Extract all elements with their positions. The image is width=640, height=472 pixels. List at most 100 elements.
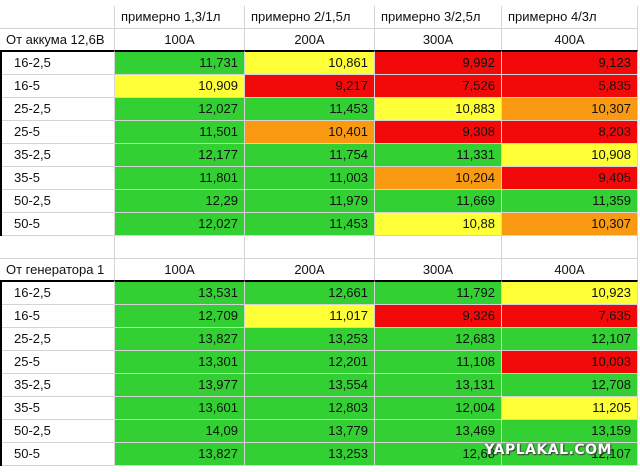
current-header[interactable]: 200А	[245, 29, 375, 52]
value-cell[interactable]: 11,331	[375, 144, 502, 167]
value-cell[interactable]: 12,107	[502, 328, 638, 351]
value-cell[interactable]: 11,003	[245, 167, 375, 190]
value-cell[interactable]: 12,708	[502, 374, 638, 397]
row-label[interactable]: 16-5	[0, 75, 115, 98]
column-header[interactable]: примерно 1,3/1л	[115, 6, 245, 29]
current-header[interactable]: 100А	[115, 29, 245, 52]
value-cell[interactable]: 9,405	[502, 167, 638, 190]
table2-title[interactable]: От генератора 1	[0, 259, 115, 282]
empty-cell[interactable]	[375, 236, 502, 259]
value-cell[interactable]: 13,301	[115, 351, 245, 374]
value-cell[interactable]: 5,835	[502, 75, 638, 98]
empty-cell[interactable]	[115, 236, 245, 259]
value-cell[interactable]: 13,601	[115, 397, 245, 420]
current-header[interactable]: 300А	[375, 29, 502, 52]
value-cell[interactable]: 13,253	[245, 328, 375, 351]
value-cell[interactable]: 11,754	[245, 144, 375, 167]
row-label[interactable]: 50-5	[0, 213, 115, 236]
row-label[interactable]: 25-5	[0, 351, 115, 374]
value-cell[interactable]: 10,88	[375, 213, 502, 236]
value-cell[interactable]: 12,683	[375, 328, 502, 351]
value-cell[interactable]: 13,159	[502, 420, 638, 443]
current-header[interactable]: 300А	[375, 259, 502, 282]
value-cell[interactable]: 13,554	[245, 374, 375, 397]
value-cell[interactable]: 12,709	[115, 305, 245, 328]
value-cell[interactable]: 12,661	[245, 280, 375, 305]
row-label[interactable]: 35-2,5	[0, 374, 115, 397]
value-cell[interactable]: 13,827	[115, 443, 245, 466]
value-cell[interactable]: 12,027	[115, 98, 245, 121]
value-cell[interactable]: 13,253	[245, 443, 375, 466]
table1-title[interactable]: От аккума 12,6В	[0, 29, 115, 52]
value-cell[interactable]: 12,177	[115, 144, 245, 167]
row-label[interactable]: 25-2,5	[0, 98, 115, 121]
value-cell[interactable]: 11,205	[502, 397, 638, 420]
value-cell[interactable]: 9,308	[375, 121, 502, 144]
value-cell[interactable]: 9,992	[375, 50, 502, 75]
value-cell[interactable]: 10,909	[115, 75, 245, 98]
value-cell[interactable]: 10,883	[375, 98, 502, 121]
value-cell[interactable]: 10,003	[502, 351, 638, 374]
value-cell[interactable]: 12,201	[245, 351, 375, 374]
value-cell[interactable]: 13,827	[115, 328, 245, 351]
row-label[interactable]: 25-5	[0, 121, 115, 144]
value-cell[interactable]: 12,027	[115, 213, 245, 236]
row-label[interactable]: 50-2,5	[0, 420, 115, 443]
row-label[interactable]: 35-5	[0, 167, 115, 190]
row-label[interactable]: 35-5	[0, 397, 115, 420]
column-header[interactable]: примерно 3/2,5л	[375, 6, 502, 29]
current-header[interactable]: 400А	[502, 259, 638, 282]
value-cell[interactable]: 12,29	[115, 190, 245, 213]
value-cell[interactable]: 12,803	[245, 397, 375, 420]
row-label[interactable]: 16-5	[0, 305, 115, 328]
value-cell[interactable]: 14,09	[115, 420, 245, 443]
row-label[interactable]: 50-2,5	[0, 190, 115, 213]
row-label[interactable]: 16-2,5	[0, 280, 115, 305]
column-header[interactable]: примерно 4/3л	[502, 6, 638, 29]
value-cell[interactable]: 13,779	[245, 420, 375, 443]
row-label[interactable]: 16-2,5	[0, 50, 115, 75]
value-cell[interactable]: 7,526	[375, 75, 502, 98]
value-cell[interactable]: 7,635	[502, 305, 638, 328]
value-cell[interactable]: 10,861	[245, 50, 375, 75]
value-cell[interactable]: 13,531	[115, 280, 245, 305]
value-cell[interactable]: 13,131	[375, 374, 502, 397]
value-cell[interactable]: 9,123	[502, 50, 638, 75]
empty-cell[interactable]	[502, 236, 638, 259]
value-cell[interactable]: 12,004	[375, 397, 502, 420]
row-label[interactable]: 35-2,5	[0, 144, 115, 167]
value-cell[interactable]: 10,204	[375, 167, 502, 190]
value-cell[interactable]: 11,501	[115, 121, 245, 144]
value-cell[interactable]: 10,401	[245, 121, 375, 144]
value-cell[interactable]: 11,453	[245, 98, 375, 121]
value-cell[interactable]: 10,307	[502, 98, 638, 121]
empty-cell[interactable]	[245, 236, 375, 259]
value-cell[interactable]: 10,923	[502, 280, 638, 305]
empty-header-cell[interactable]	[0, 6, 115, 29]
value-cell[interactable]: 9,217	[245, 75, 375, 98]
current-header[interactable]: 100А	[115, 259, 245, 282]
value-cell[interactable]: 11,017	[245, 305, 375, 328]
value-cell[interactable]: 11,359	[502, 190, 638, 213]
value-cell[interactable]: 11,979	[245, 190, 375, 213]
value-cell[interactable]: 8,203	[502, 121, 638, 144]
row-label[interactable]: 50-5	[0, 443, 115, 466]
value-cell[interactable]: 13,977	[115, 374, 245, 397]
value-cell[interactable]: 10,908	[502, 144, 638, 167]
value-cell[interactable]: 11,731	[115, 50, 245, 75]
value-cell[interactable]: 12,68	[375, 443, 502, 466]
value-cell[interactable]: 12,107	[502, 443, 638, 466]
column-header[interactable]: примерно 2/1,5л	[245, 6, 375, 29]
value-cell[interactable]: 13,469	[375, 420, 502, 443]
value-cell[interactable]: 11,108	[375, 351, 502, 374]
empty-cell[interactable]	[0, 236, 115, 259]
current-header[interactable]: 400А	[502, 29, 638, 52]
value-cell[interactable]: 11,453	[245, 213, 375, 236]
value-cell[interactable]: 9,326	[375, 305, 502, 328]
value-cell[interactable]: 11,669	[375, 190, 502, 213]
value-cell[interactable]: 10,307	[502, 213, 638, 236]
value-cell[interactable]: 11,792	[375, 280, 502, 305]
row-label[interactable]: 25-2,5	[0, 328, 115, 351]
value-cell[interactable]: 11,801	[115, 167, 245, 190]
current-header[interactable]: 200А	[245, 259, 375, 282]
